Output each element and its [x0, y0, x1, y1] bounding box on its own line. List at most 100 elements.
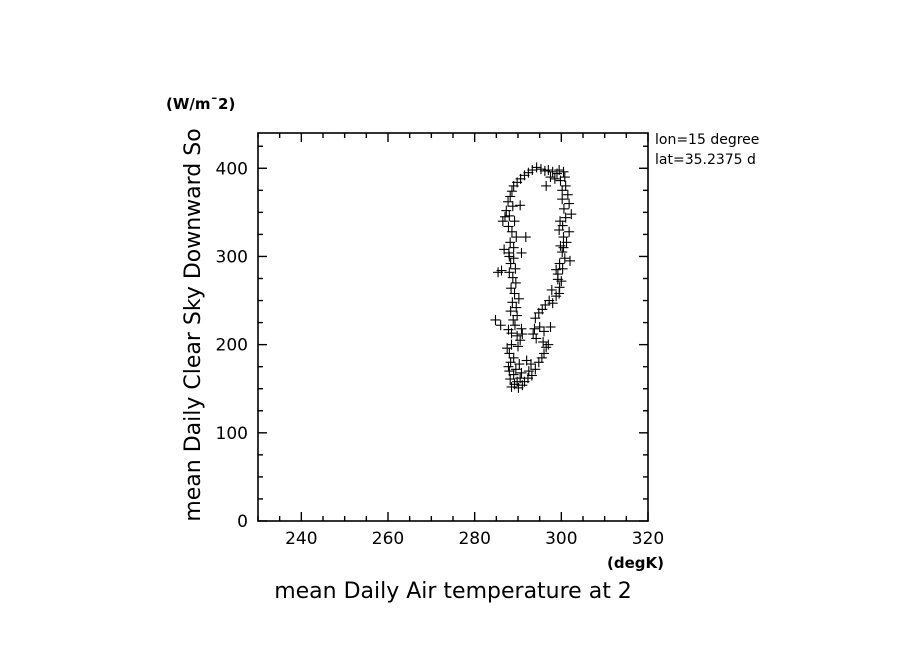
- data-point: [505, 258, 516, 269]
- data-point: [551, 264, 562, 275]
- data-point: [513, 293, 524, 304]
- data-point: [552, 274, 563, 285]
- data-point: [547, 166, 558, 177]
- data-point: [504, 251, 515, 262]
- data-point: [538, 336, 549, 347]
- data-point: [515, 200, 526, 211]
- data-point: [554, 282, 565, 293]
- data-point: [499, 244, 510, 255]
- data-point: [513, 382, 524, 393]
- x-tick-label: 260: [372, 529, 404, 549]
- data-point: [508, 180, 519, 191]
- data-point: [506, 283, 517, 294]
- annotation-lat: lat=35.2375 d: [655, 152, 756, 168]
- data-point: [539, 326, 549, 337]
- plot-frame: [257, 132, 649, 522]
- data-point: [501, 205, 512, 216]
- data-point: [559, 172, 570, 183]
- data-point: [509, 216, 520, 227]
- y-unit-label: (W/m¯2): [166, 95, 235, 113]
- data-point: [507, 272, 518, 283]
- data-point: [541, 342, 552, 353]
- data-point: [543, 339, 554, 350]
- data-point: [513, 341, 523, 352]
- data-point: [539, 348, 549, 359]
- data-point: [541, 180, 552, 191]
- data-point: [509, 288, 520, 299]
- data-point: [560, 212, 571, 223]
- data-point: [560, 180, 571, 191]
- data-point: [562, 189, 573, 200]
- data-point: [522, 373, 533, 384]
- data-point: [557, 247, 568, 258]
- y-tick-label: 200: [216, 336, 248, 356]
- y-tick-label: 300: [216, 247, 248, 267]
- data-point: [505, 306, 516, 317]
- data-point: [510, 277, 521, 288]
- data-point: [527, 165, 538, 176]
- data-point: [531, 162, 542, 173]
- data-point: [507, 201, 518, 212]
- data-point: [549, 173, 560, 184]
- y-tick-label: 100: [216, 424, 248, 444]
- data-point: [509, 320, 520, 331]
- data-point: [504, 210, 515, 221]
- x-tick-label: 280: [458, 529, 490, 549]
- data-point: [503, 324, 514, 335]
- data-point: [516, 323, 527, 334]
- annotation-lon: lon=15 degree: [655, 132, 759, 148]
- data-point: [558, 166, 569, 177]
- data-point: [534, 322, 545, 332]
- data-point: [503, 196, 514, 207]
- data-point: [506, 339, 517, 350]
- data-point: [500, 211, 510, 222]
- data-point: [510, 364, 521, 375]
- x-tick-label: 300: [545, 529, 577, 549]
- data-point: [510, 263, 521, 274]
- data-point: [512, 330, 523, 341]
- data-point: [558, 242, 569, 253]
- data-point: [564, 226, 575, 237]
- data-point: [504, 366, 515, 377]
- data-point: [554, 258, 565, 269]
- data-point: [530, 364, 541, 375]
- x-tick-label: 240: [285, 529, 317, 549]
- data-point: [557, 263, 568, 274]
- data-point: [529, 323, 540, 334]
- y-tick-label: 0: [237, 512, 248, 532]
- data-point: [508, 352, 519, 363]
- data-point: [508, 314, 519, 325]
- data-point: [516, 367, 527, 378]
- data-point: [561, 237, 572, 248]
- data-point: [547, 298, 558, 309]
- data-point: [564, 198, 575, 209]
- data-point: [521, 355, 532, 366]
- data-point: [504, 348, 515, 359]
- data-point: [490, 314, 501, 325]
- data-point: [517, 329, 528, 340]
- data-point: [557, 194, 568, 205]
- x-axis-title: mean Daily Air temperature at 2: [274, 579, 632, 604]
- data-point: [503, 221, 514, 232]
- data-point: [558, 203, 569, 214]
- data-point: [506, 226, 517, 237]
- data-point: [536, 352, 547, 363]
- data-point: [545, 172, 556, 183]
- data-point: [504, 267, 515, 278]
- data-point: [539, 165, 550, 176]
- data-point: [546, 284, 557, 295]
- data-point: [523, 167, 534, 178]
- data-point: [528, 329, 539, 340]
- data-point: [554, 225, 565, 235]
- x-tick-label: 320: [632, 529, 664, 549]
- data-point: [530, 313, 541, 324]
- data-point: [540, 299, 551, 310]
- data-point: [559, 253, 570, 264]
- data-point: [514, 359, 525, 370]
- data-point: [497, 216, 508, 227]
- data-point: [508, 242, 519, 253]
- data-point: [506, 186, 517, 197]
- data-point: [566, 209, 577, 220]
- data-point: [555, 216, 566, 227]
